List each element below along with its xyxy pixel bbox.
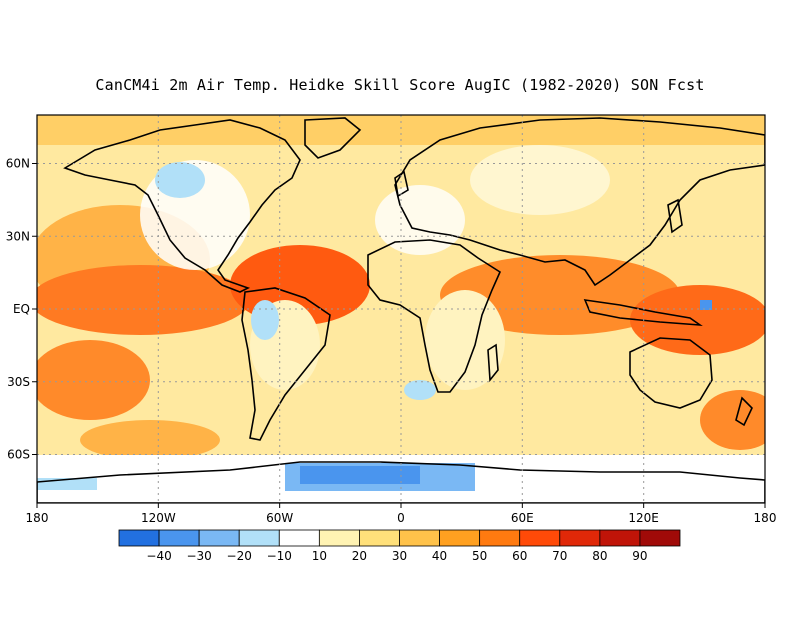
- negative-patch-amazon: [251, 300, 279, 340]
- colorbar-swatch: [238, 529, 280, 547]
- colorbar-label: −30: [186, 549, 211, 563]
- coast-new-zealand: [735, 396, 753, 427]
- lon-label: 60E: [511, 511, 534, 525]
- lat-label: 60S: [7, 448, 30, 462]
- lon-label: 120W: [141, 511, 176, 525]
- africa-low: [425, 290, 505, 390]
- coast-indonesia: [583, 299, 703, 327]
- tropical-east-pacific: [37, 265, 250, 335]
- colorbar-label: 60: [512, 549, 527, 563]
- coast-antarctica: [37, 461, 765, 503]
- colorbar-swatch: [519, 529, 561, 547]
- lon-label: 0: [397, 511, 405, 525]
- coast-eurasia: [394, 117, 765, 287]
- negative-patch-pacific: [700, 300, 712, 310]
- lat-label: 30S: [7, 375, 30, 389]
- colorbar-swatch: [439, 529, 481, 547]
- lat-label: 60N: [6, 157, 30, 171]
- colorbar-swatch: [359, 529, 400, 547]
- colorbar-label: 30: [392, 549, 407, 563]
- negative-core-weddell: [300, 466, 420, 484]
- colorbar-swatch: [599, 529, 641, 547]
- coast-greenland: [304, 117, 362, 159]
- map-title: CanCM4i 2m Air Temp. Heidke Skill Score …: [95, 76, 705, 94]
- colorbar-swatch: [118, 529, 160, 547]
- map-field: [37, 115, 765, 503]
- coast-australia: [629, 337, 713, 409]
- negative-patch-canada: [155, 162, 205, 198]
- colorbar-label: 50: [472, 549, 487, 563]
- coast-north-america: [63, 119, 301, 293]
- axis-labels: 60N 30N EQ 30S 60S 180 120W 60W 0 60E 120E 180: [6, 157, 777, 526]
- lon-label: 180: [26, 511, 49, 525]
- colorbar-swatch: [479, 529, 521, 547]
- colorbar-swatch: [399, 529, 440, 547]
- colorbar-label: 40: [432, 549, 447, 563]
- colorbar: −40 −30 −20 −10 10 20 30 40 50 60 70 80 90: [118, 529, 681, 563]
- lat-label: 30N: [6, 229, 30, 243]
- tasman-warm: [700, 390, 765, 450]
- western-pacific-warm: [630, 285, 765, 355]
- south-pacific-warm: [37, 340, 150, 420]
- coast-africa: [367, 239, 502, 393]
- grid-lines: [37, 115, 765, 503]
- colorbar-label: 90: [632, 549, 647, 563]
- lon-label: 180: [754, 511, 777, 525]
- coast-south-america: [241, 287, 331, 441]
- colorbar-swatch: [318, 529, 360, 547]
- colorbar-swatch: [158, 529, 200, 547]
- lon-label: 120E: [628, 511, 659, 525]
- southern-ocean-warm: [80, 420, 220, 460]
- lon-label: 60W: [266, 511, 293, 525]
- colorbar-swatch: [198, 529, 240, 547]
- coast-japan: [667, 198, 683, 234]
- colorbar-label: 70: [552, 549, 567, 563]
- colorbar-label: 80: [592, 549, 607, 563]
- colorbar-label: 20: [352, 549, 367, 563]
- lat-label: EQ: [13, 302, 30, 316]
- colorbar-label: −10: [267, 549, 292, 563]
- asia-low: [470, 145, 610, 215]
- colorbar-label: 10: [312, 549, 327, 563]
- coast-uk: [394, 170, 409, 198]
- colorbar-label: −40: [146, 549, 171, 563]
- colorbar-swatch: [559, 529, 601, 547]
- europe-low: [375, 185, 465, 255]
- axis-ticks: [32, 163, 766, 508]
- colorbar-swatch: [278, 529, 320, 547]
- colorbar-swatch: [639, 529, 681, 547]
- coast-madagascar: [487, 343, 499, 383]
- negative-patch-south-atlantic: [404, 380, 436, 400]
- coastlines: [37, 117, 765, 503]
- indian-ocean-warm: [440, 255, 680, 335]
- colorbar-label: −20: [227, 549, 252, 563]
